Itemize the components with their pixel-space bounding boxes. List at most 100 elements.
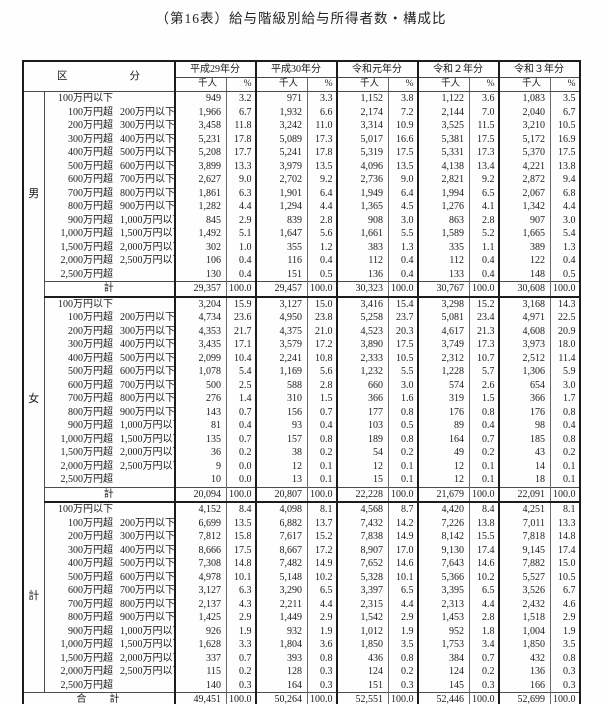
cell-count: 1,228 [416, 365, 470, 379]
cell-count: 2,040 [497, 105, 551, 119]
bracket-range-start: 1,000万円超 [60, 639, 114, 650]
bracket-range-end: 1,000万円以下 [120, 420, 175, 431]
cell-percent: 18.0 [550, 338, 580, 352]
cell-count: 2,144 [416, 105, 470, 119]
cell-percent: 22.5 [550, 311, 580, 325]
cell-count: 1,449 [254, 611, 308, 625]
cell-percent: 2.9 [550, 611, 580, 625]
cell-count: 4,523 [335, 324, 389, 338]
table-row: 600万円超 700万円以下 3,127 6.3 3,290 6.5 3,397 6.5 3,3… [23, 584, 580, 598]
cell-count: 3,890 [335, 338, 389, 352]
bracket-label: 2,500万円超 [45, 268, 175, 282]
salary-bracket-table: 区 分 平成29年分 平成30年分 令和元年分 令和２年分 令和３年分 千人 %… [21, 60, 581, 704]
bracket-range-end: 2,000万円以下 [120, 447, 175, 458]
bracket-range-end: 900万円以下 [120, 201, 175, 212]
cell-percent: 17.0 [388, 543, 418, 557]
cell-percent: 17.3 [469, 146, 499, 160]
bracket-label-wrap: 100万円以下 [56, 503, 174, 517]
bracket-range-start: 300万円超 [68, 339, 113, 350]
cell-percent: 100.0 [307, 281, 337, 298]
cell-count: 8,666 [173, 543, 227, 557]
table-row: 1,000万円超1,500万円以下1,4925.11,6475.61,6615.… [23, 227, 580, 241]
cell-percent: 4.1 [469, 200, 499, 214]
cell-count: 18 [497, 473, 551, 487]
cell-count: 21,679 [416, 486, 470, 503]
unit-header-count: 千人 [497, 77, 551, 92]
cell-count: 3,204 [173, 296, 227, 311]
cell-count: 12 [416, 459, 470, 473]
bracket-range-start: 1,500万円超 [60, 447, 114, 458]
cell-percent: 14.9 [307, 557, 337, 571]
bracket-range-start: 2,000万円超 [60, 460, 114, 472]
cell-count: 1,492 [173, 227, 227, 241]
cell-percent: 5.6 [307, 365, 337, 379]
cell-percent: 0.7 [469, 651, 499, 665]
cell-count: 128 [254, 665, 308, 679]
cell-count: 1,753 [416, 638, 470, 652]
cell-count: 189 [335, 432, 389, 446]
cell-count: 4,353 [173, 324, 227, 338]
cell-percent: 8.1 [550, 502, 580, 517]
table-row: 100万円超 200万円以下 4,734 23.6 4,950 23.8 5,258 23.7… [23, 311, 580, 325]
cell-percent: 0.4 [469, 254, 499, 268]
bracket-label-wrap: 1,500万円超 2,000万円以下 [56, 446, 175, 460]
cell-count: 124 [416, 665, 470, 679]
cell-percent: 13.7 [307, 516, 337, 530]
bracket-label-wrap: 300万円超 400万円以下 [56, 544, 175, 558]
cell-percent: 11.0 [307, 119, 337, 133]
bracket-label-wrap: 1,000万円超 1,500万円以下 [56, 227, 175, 241]
cell-count: 3,168 [497, 296, 551, 311]
bracket-label: 200万円超 300万円以下 [45, 530, 175, 544]
cell-percent: 5.2 [469, 227, 499, 241]
bracket-label-wrap: 2,500万円超 [56, 473, 174, 487]
cell-count: 310 [254, 392, 308, 406]
cell-count: 2,736 [335, 173, 389, 187]
cell-count: 140 [173, 678, 227, 693]
bracket-label: 600万円超 700万円以下 [45, 584, 175, 598]
gender-label: 女 [22, 296, 45, 502]
cell-count: 1,169 [254, 365, 308, 379]
cell-count: 177 [335, 405, 389, 419]
cell-percent: 23.7 [388, 311, 418, 325]
bracket-range-start: 800万円超 [68, 201, 113, 212]
cell-count: 12 [335, 459, 389, 473]
cell-count: 952 [416, 624, 470, 638]
cell-percent: 0.3 [469, 678, 499, 693]
cell-percent: 17.4 [550, 543, 580, 557]
bracket-range-end: 2,500万円以下 [120, 460, 175, 472]
kubun-wrap: 区 分 [24, 69, 174, 84]
table-row: 2,500万円超 130 0.4 151 0.5 136 0.4 133 0.4 148 0.5 [23, 267, 580, 282]
cell-percent: 5.4 [226, 365, 256, 379]
cell-count: 337 [173, 651, 227, 665]
bracket-range-start: 100万円以下 [58, 298, 113, 310]
bracket-label-wrap: 200万円超 300万円以下 [56, 119, 175, 133]
cell-percent: 17.5 [550, 146, 580, 160]
cell-count: 7,838 [335, 530, 389, 544]
cell-count: 1,342 [497, 200, 551, 214]
cell-percent: 14.2 [388, 516, 418, 530]
bracket-range-start: 2,500万円超 [60, 679, 114, 691]
cell-count: 500 [173, 378, 227, 392]
cell-percent: 1.6 [388, 392, 418, 406]
bracket-range-end: 1,500万円以下 [120, 228, 175, 239]
cell-percent: 5.7 [469, 365, 499, 379]
cell-percent: 14.8 [550, 530, 580, 544]
cell-percent: 100.0 [469, 281, 499, 298]
cell-percent: 6.4 [388, 186, 418, 200]
cell-percent: 6.5 [388, 584, 418, 598]
cell-percent: 6.8 [550, 186, 580, 200]
bracket-range-start: 1,500万円超 [60, 652, 114, 664]
table-row: 900万円超1,000万円以下9261.99321.91,0121.99521.… [23, 624, 580, 638]
cell-percent: 1.5 [469, 392, 499, 406]
subtotal-label: 計 [44, 486, 175, 503]
bracket-label-wrap: 100万円超 200万円以下 [56, 517, 175, 531]
cell-count: 1,661 [335, 227, 389, 241]
cell-count: 3,395 [416, 584, 470, 598]
bracket-label: 1,500万円超 2,000万円以下 [45, 446, 175, 460]
cell-count: 660 [335, 378, 389, 392]
cell-percent: 100.0 [307, 692, 337, 704]
cell-count: 1,232 [335, 365, 389, 379]
bracket-label: 300万円超 400万円以下 [45, 544, 175, 558]
cell-count: 3,290 [254, 584, 308, 598]
